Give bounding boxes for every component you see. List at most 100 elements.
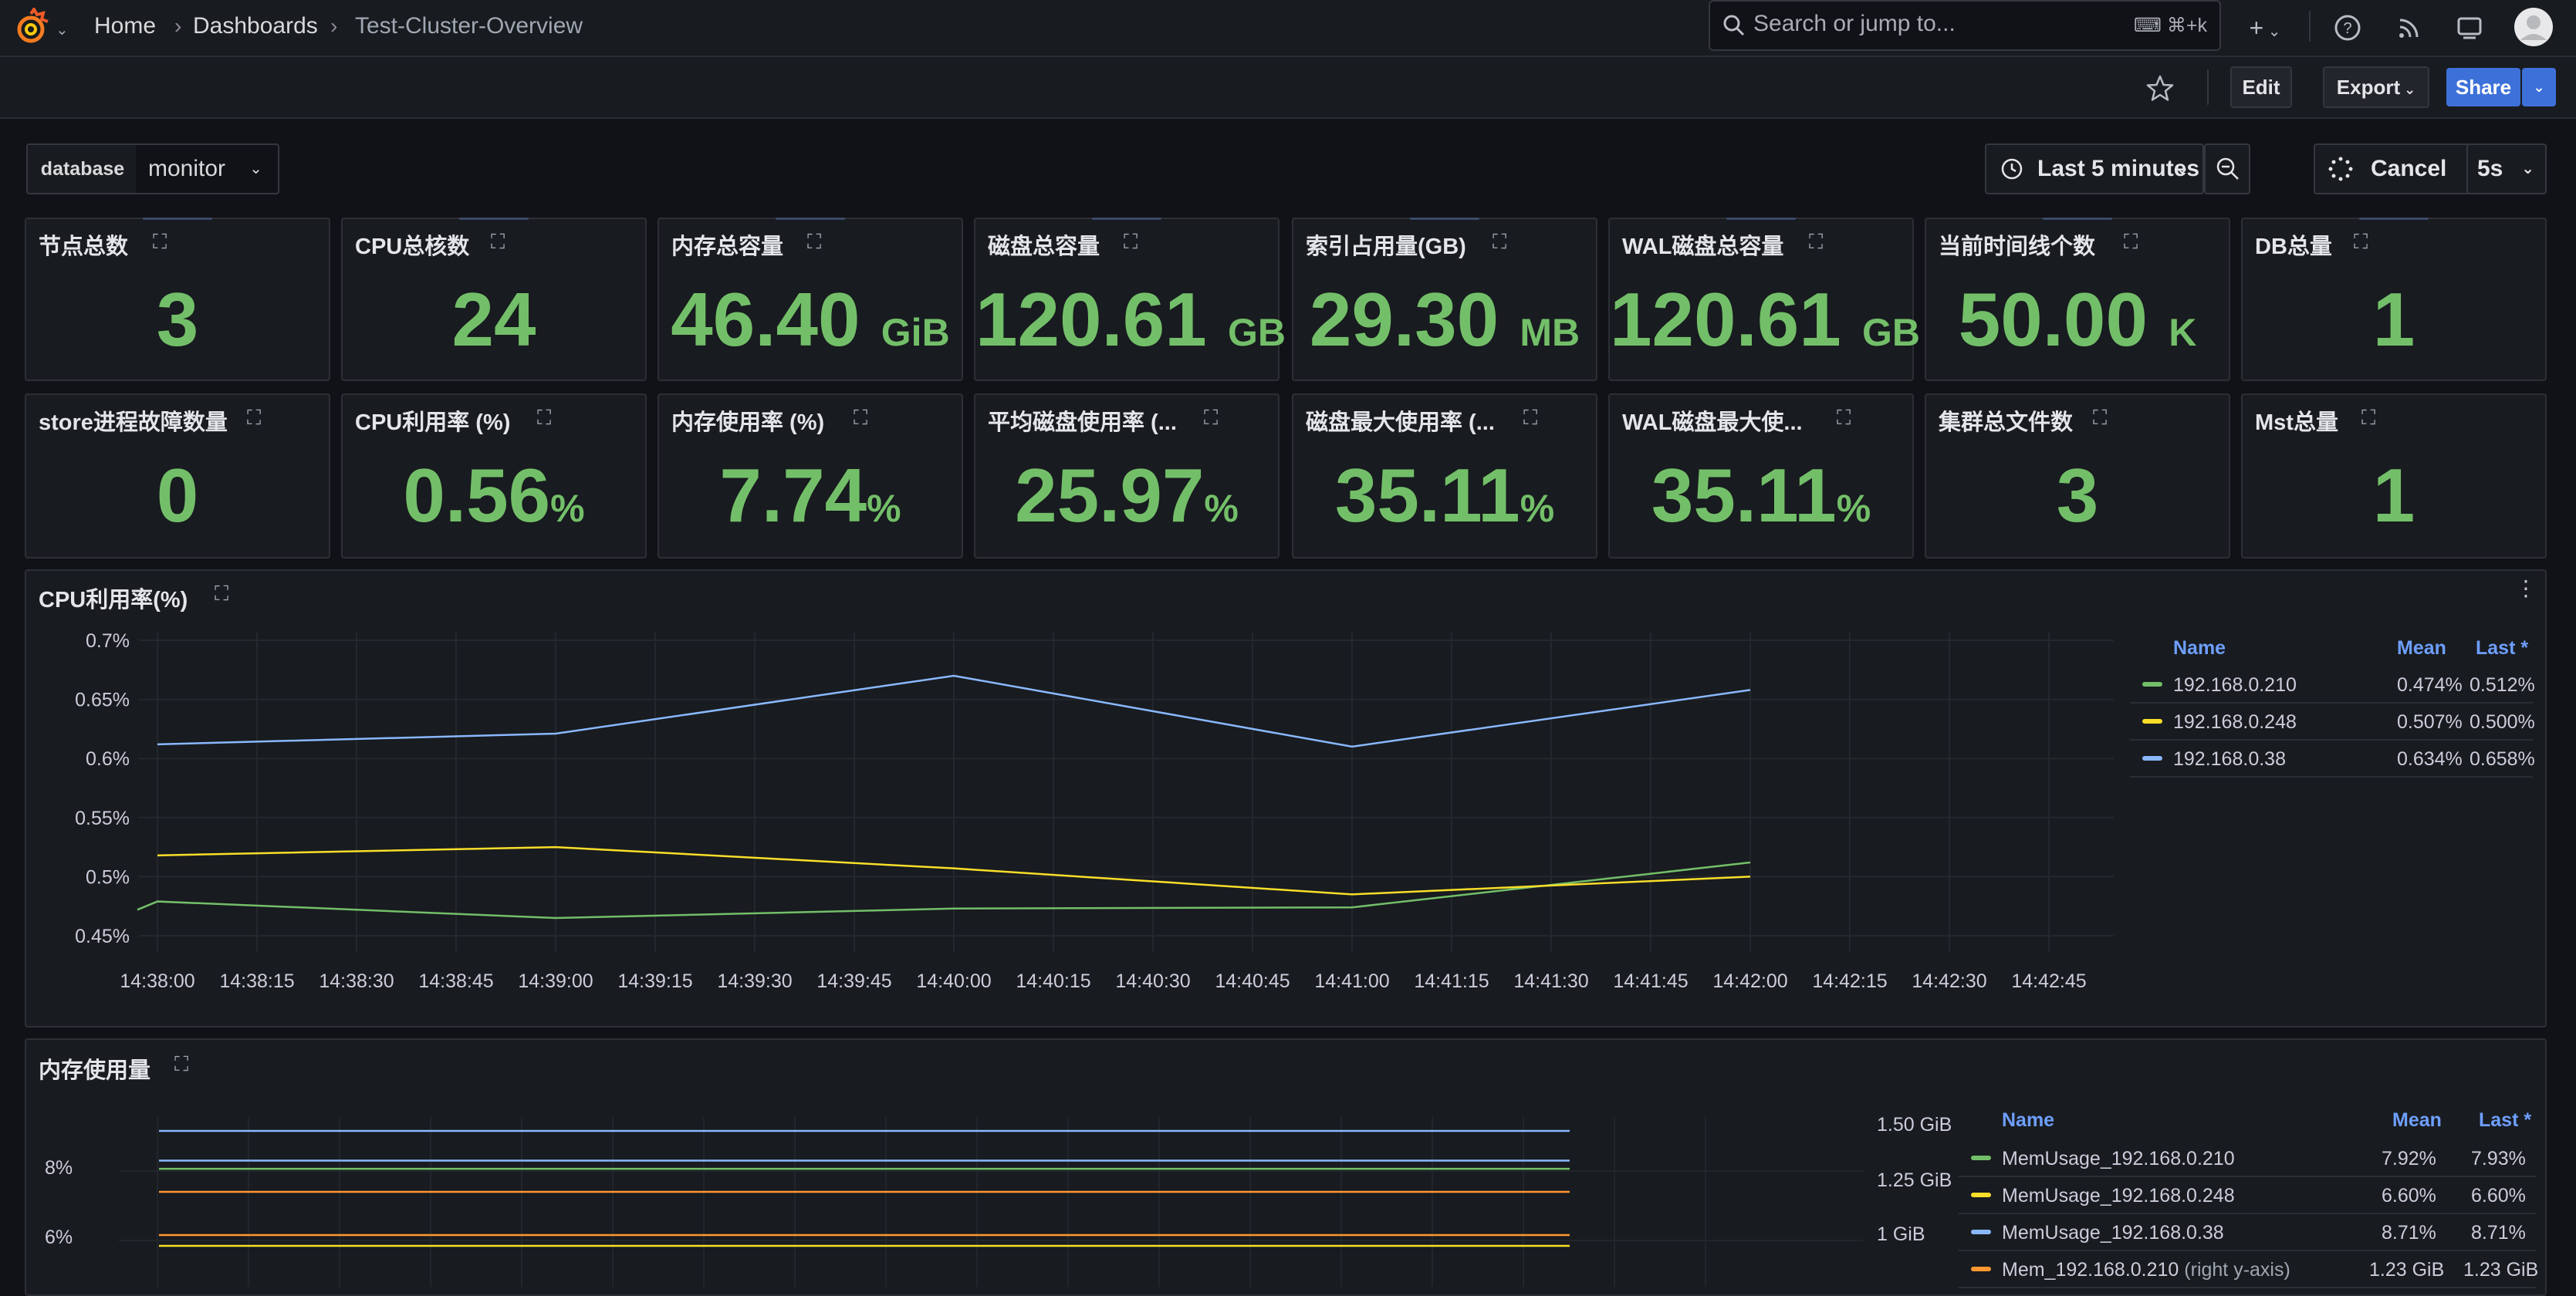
- legend-series-name: MemUsage_192.168.0.248: [2002, 1185, 2235, 1207]
- stat-panel[interactable]: 平均磁盘使用率 (... ⛶ 25.97%: [974, 393, 1280, 559]
- legend-header-last[interactable]: Last *: [2476, 637, 2529, 659]
- y-axis-tick: 0.55%: [75, 808, 130, 829]
- stat-value: 3: [2056, 453, 2099, 538]
- no-link-icon: ⛶: [174, 1052, 189, 1075]
- legend-row[interactable]: MemUsage_192.168.0.38 8.71% 8.71%: [1959, 1214, 2536, 1251]
- stat-title: 磁盘最大使用率 (...: [1306, 410, 1495, 435]
- series-line-192.168.0.248: [157, 845, 1751, 896]
- stat-panel[interactable]: 当前时间线个数 ⛶ 50.00 K: [1925, 218, 2230, 381]
- panel-loading-bar: [2359, 218, 2429, 220]
- stat-value: 7.74%: [719, 453, 901, 538]
- legend-row[interactable]: 192.168.0.248 0.507% 0.500%: [2130, 704, 2535, 741]
- grafana-logo-icon[interactable]: [14, 8, 54, 48]
- user-avatar[interactable]: [2513, 6, 2554, 48]
- stat-panel[interactable]: DB总量 ⛶ 1: [2241, 218, 2547, 381]
- search-input[interactable]: Search or jump to... ⌨ ⌘+k: [1709, 0, 2221, 51]
- stat-panel[interactable]: CPU利用率 (%) ⛶ 0.56%: [341, 393, 647, 559]
- kiosk-mode-icon[interactable]: [2454, 12, 2485, 43]
- legend-series-name: 192.168.0.248: [2173, 711, 2297, 733]
- stat-panel[interactable]: 内存总容量 ⛶ 46.40 GiB: [658, 218, 963, 381]
- x-axis-tick: 14:40:30: [1115, 970, 1190, 992]
- stat-panel[interactable]: 集群总文件数 ⛶ 3: [1925, 393, 2230, 559]
- logo-chevron-icon[interactable]: ⌄: [56, 22, 69, 39]
- legend-row[interactable]: 192.168.0.38 0.634% 0.658%: [2130, 741, 2535, 778]
- stat-value: 50.00 K: [1958, 277, 2197, 362]
- share-button[interactable]: Share: [2446, 68, 2520, 106]
- cpu-usage-panel[interactable]: CPU利用率(%) ⛶ ⋮ 0.7% 0.65% 0.6% 0.55% 0.5% 0.45…: [25, 569, 2547, 1028]
- stat-panel[interactable]: 磁盘最大使用率 (... ⛶ 35.11%: [1292, 393, 1597, 559]
- panel-loading-bar: [459, 218, 529, 220]
- breadcrumb-dashboards[interactable]: Dashboards: [193, 13, 318, 39]
- legend-mean: 1.23 GiB: [2369, 1259, 2445, 1281]
- stat-panel[interactable]: 内存使用率 (%) ⛶ 7.74%: [658, 393, 963, 559]
- legend-swatch: [1971, 1230, 1991, 1234]
- top-navbar: ⌄ Home › Dashboards › Test-Cluster-Overv…: [0, 0, 2576, 57]
- database-select[interactable]: monitor ⌄: [136, 143, 279, 194]
- series-line-192.168.0.210: [137, 861, 1751, 920]
- share-dropdown-button[interactable]: ⌄: [2522, 68, 2556, 106]
- legend-header-name[interactable]: Name: [2173, 637, 2226, 659]
- legend-last: 7.93%: [2471, 1148, 2526, 1169]
- x-axis-tick: 14:39:15: [617, 970, 692, 992]
- stat-value: 35.11%: [1651, 453, 1871, 538]
- x-axis-tick: 14:38:45: [418, 970, 493, 992]
- memory-usage-panel[interactable]: 内存使用量 ⛶ 8% 6% 1.50 GiB 1.25 GiB 1 GiB Na…: [25, 1038, 2547, 1296]
- legend-row[interactable]: MemUsage_192.168.0.210 7.92% 7.93%: [1959, 1140, 2536, 1177]
- clock-icon: [2001, 158, 2023, 180]
- search-shortcut: ⌨ ⌘+k: [2133, 15, 2207, 36]
- time-range-picker[interactable]: Last 5 minutes ⌄: [1985, 143, 2204, 194]
- legend-row[interactable]: MemUsage_192.168.0.248 6.60% 6.60%: [1959, 1177, 2536, 1214]
- news-feed-icon[interactable]: [2394, 12, 2425, 43]
- zoom-out-button[interactable]: [2204, 143, 2250, 194]
- cancel-refresh-button[interactable]: Cancel: [2314, 143, 2471, 194]
- stat-title: 集群总文件数: [1939, 410, 2074, 435]
- panel-menu-icon[interactable]: ⋮: [2515, 576, 2537, 600]
- legend-row[interactable]: Mem_192.168.0.210 (right y-axis) 1.23 Gi…: [1959, 1251, 2538, 1288]
- help-icon[interactable]: ?: [2332, 12, 2363, 43]
- x-axis-tick: 14:42:15: [1812, 970, 1887, 992]
- stat-panel[interactable]: store进程故障数量 ⛶ 0: [25, 393, 330, 559]
- refresh-interval-picker[interactable]: 5s ⌄: [2466, 143, 2547, 194]
- export-button[interactable]: Export ⌄: [2323, 66, 2429, 108]
- new-menu-button[interactable]: + ⌄: [2249, 14, 2281, 42]
- y-axis-tick: 0.5%: [86, 866, 130, 888]
- legend-row[interactable]: 192.168.0.210 0.474% 0.512%: [2130, 667, 2535, 704]
- no-link-icon: ⛶: [1124, 230, 1138, 253]
- no-link-icon: ⛶: [2093, 406, 2108, 429]
- x-axis-tick: 14:40:15: [1016, 970, 1090, 992]
- stat-panel[interactable]: WAL磁盘最大使... ⛶ 35.11%: [1608, 393, 1914, 559]
- stat-panel[interactable]: 磁盘总容量 ⛶ 120.61 GB: [974, 218, 1286, 381]
- legend-swatch: [2142, 719, 2162, 724]
- breadcrumb-home[interactable]: Home: [94, 13, 157, 39]
- stat-panel[interactable]: 索引占用量(GB) ⛶ 29.30 MB: [1292, 218, 1597, 381]
- legend-header-name[interactable]: Name: [2002, 1109, 2055, 1131]
- edit-button[interactable]: Edit: [2230, 66, 2292, 108]
- search-placeholder: Search or jump to...: [1753, 11, 1956, 36]
- stat-panel[interactable]: WAL磁盘总容量 ⛶ 120.61 GB: [1608, 218, 1920, 381]
- legend-swatch: [1971, 1267, 1991, 1271]
- memory-line-chart[interactable]: [26, 1117, 1956, 1287]
- y2-axis-tick: 1.50 GiB: [1877, 1114, 1952, 1136]
- star-icon[interactable]: [2144, 73, 2176, 105]
- legend-header-mean[interactable]: Mean: [2392, 1109, 2442, 1131]
- legend-header-last[interactable]: Last *: [2479, 1109, 2532, 1131]
- stat-panel[interactable]: 节点总数 ⛶ 3: [25, 218, 330, 381]
- stat-panel[interactable]: Mst总量 ⛶ 1: [2241, 393, 2547, 559]
- legend-last: 0.500%: [2470, 711, 2535, 733]
- x-axis-tick: 14:39:45: [816, 970, 891, 992]
- legend-header-mean[interactable]: Mean: [2397, 637, 2446, 659]
- stat-panel[interactable]: CPU总核数 ⛶ 24: [341, 218, 647, 381]
- refresh-interval-value: 5s: [2477, 156, 2503, 181]
- panel-title: CPU利用率(%): [39, 588, 188, 613]
- chevron-down-icon: ⌄: [2521, 160, 2534, 177]
- stat-title: 平均磁盘使用率 (...: [988, 410, 1177, 435]
- chevron-down-icon: ⌄: [249, 160, 262, 177]
- cpu-line-chart[interactable]: 0.7% 0.65% 0.6% 0.55% 0.5% 0.45% 14:38:00 14:38…: [26, 617, 2125, 1018]
- stat-title: store进程故障数量: [39, 410, 228, 435]
- legend-series-name: 192.168.0.38: [2173, 748, 2286, 770]
- stat-title: 当前时间线个数: [1939, 235, 2096, 259]
- legend-mean: 0.474%: [2397, 674, 2463, 696]
- y-axis-tick: 0.65%: [75, 690, 130, 711]
- x-axis-tick: 14:38:30: [319, 970, 394, 992]
- legend-mean: 8.71%: [2382, 1222, 2436, 1244]
